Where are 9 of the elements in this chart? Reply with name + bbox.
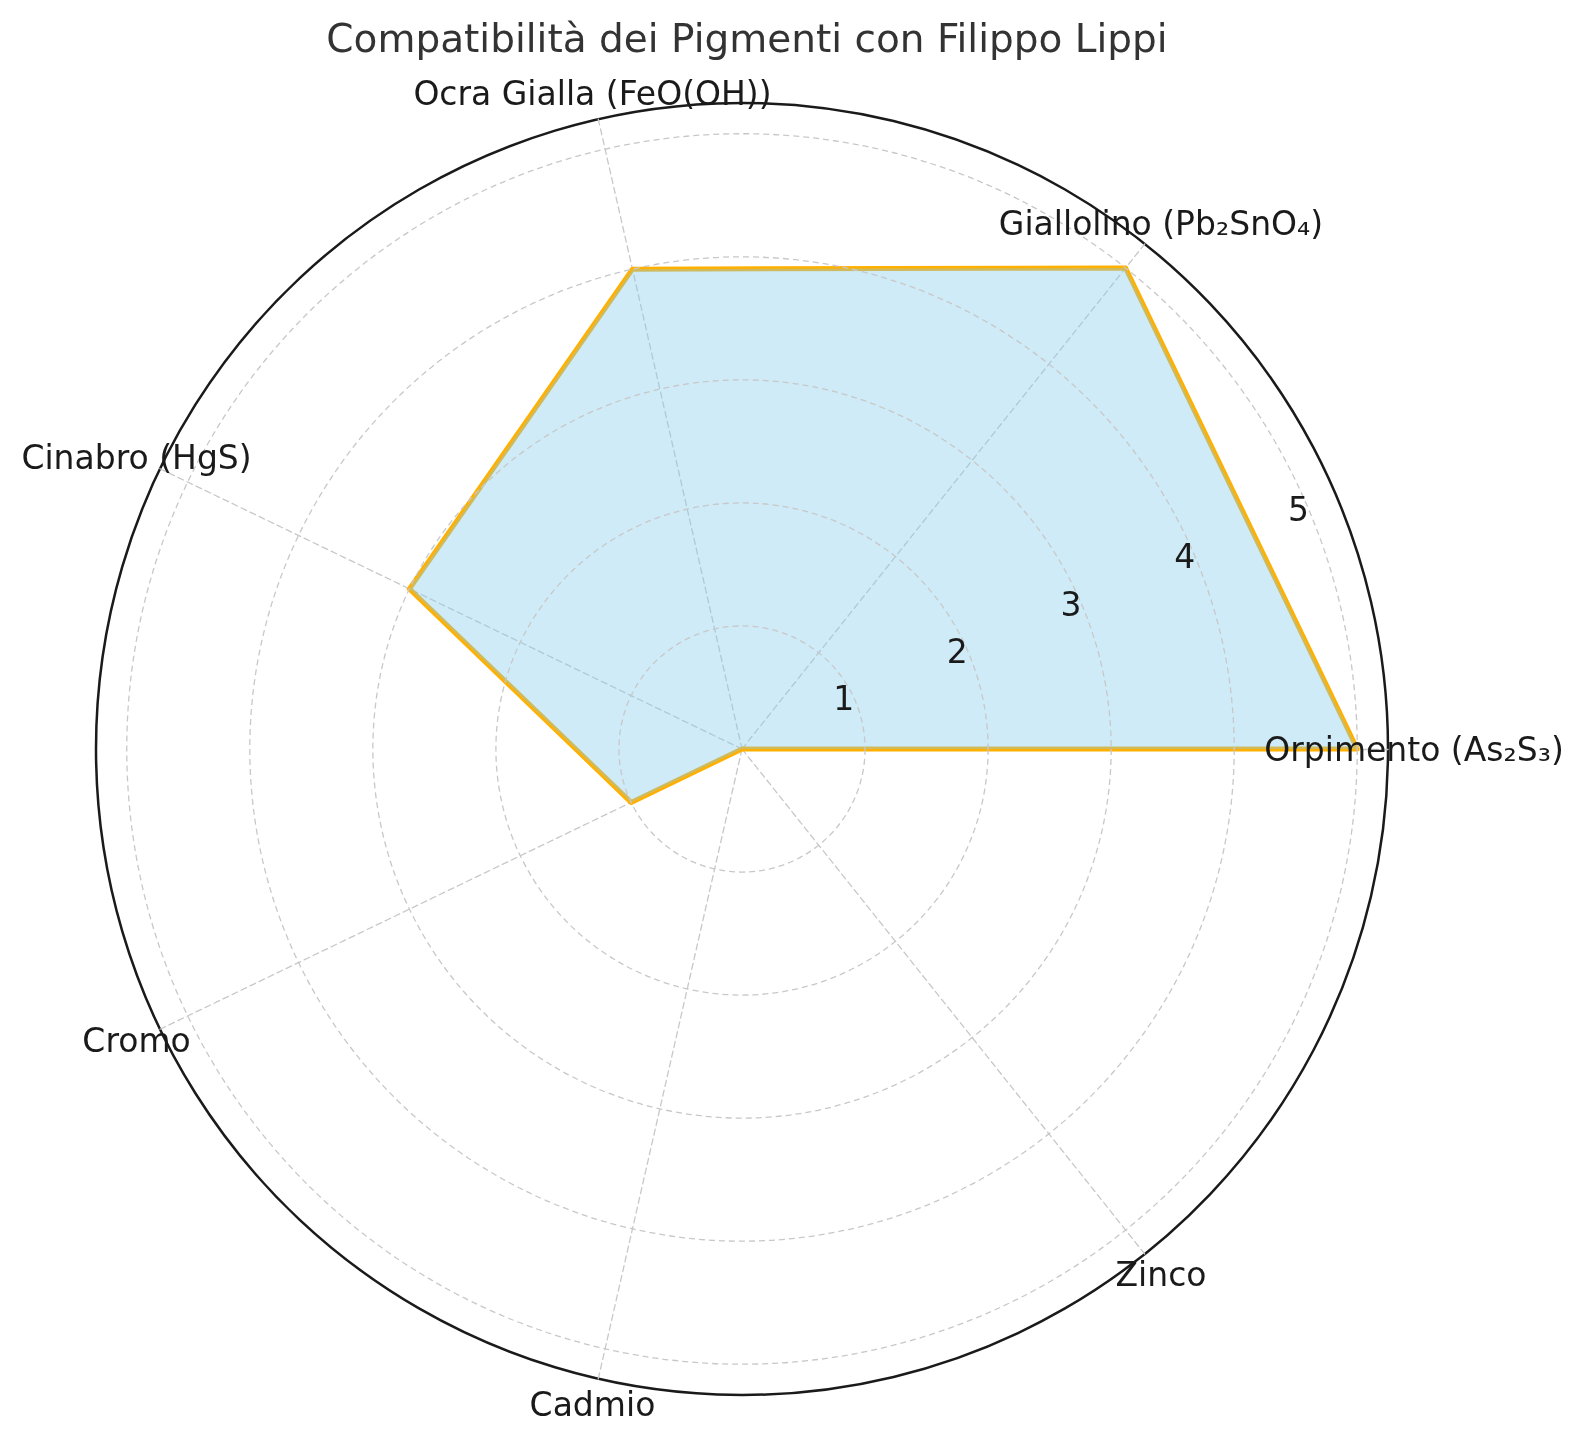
spoke-label: Zinco [1115, 1254, 1207, 1294]
spoke-label: Cadmio [529, 1384, 656, 1424]
y-tick-label: 2 [946, 631, 968, 671]
y-tick-label: 3 [1060, 584, 1082, 624]
y-tick-label: 4 [1174, 537, 1196, 577]
spoke-label: Ocra Gialla (FeO(OH)) [413, 74, 772, 114]
y-tick-label: 1 [833, 678, 855, 718]
chart-title: Compatibilità dei Pigmenti con Filippo Lippi [326, 16, 1168, 61]
y-tick-label: 5 [1287, 490, 1309, 530]
